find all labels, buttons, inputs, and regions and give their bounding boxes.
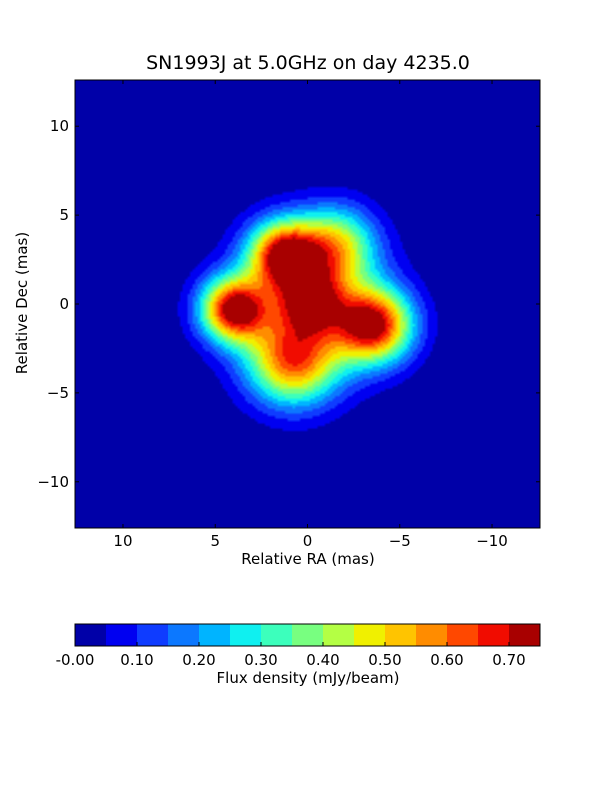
x-tick-label: 5 [210, 532, 220, 550]
colorbar-tick-label: 0.60 [430, 651, 463, 669]
colorbar-segment [199, 624, 231, 646]
colorbar-segment [106, 624, 138, 646]
colorbar-segment [230, 624, 262, 646]
colorbar-segment [137, 624, 169, 646]
x-tick-label: −10 [476, 532, 508, 550]
x-axis-label: Relative RA (mas) [241, 550, 374, 568]
y-tick-label: −10 [37, 473, 69, 491]
colorbar-segment [323, 624, 355, 646]
plot-area: 10 5 0 −5 −10 10 5 0 −5 −10 [37, 79, 541, 550]
colorbar-segment [447, 624, 479, 646]
x-tick-label: 10 [113, 532, 132, 550]
y-axis-label: Relative Dec (mas) [13, 232, 31, 374]
colorbar-tick-label: 0.50 [368, 651, 401, 669]
y-tick-label: −5 [47, 384, 69, 402]
colorbar-frame [74, 623, 541, 647]
x-tick-label: 0 [303, 532, 313, 550]
colorbar-segment [509, 624, 541, 646]
y-tick-label: 0 [59, 295, 69, 313]
chart-title: SN1993J at 5.0GHz on day 4235.0 [146, 52, 470, 74]
colorbar-segment [385, 624, 417, 646]
colorbar-tick-label: 0.20 [182, 651, 215, 669]
colorbar: -0.00 0.10 0.20 0.30 0.40 0.50 0.60 0.70 [56, 623, 541, 669]
colorbar-tick-label: 0.70 [492, 651, 525, 669]
colorbar-segment [168, 624, 200, 646]
flux-density-map [75, 80, 540, 528]
x-tick-label: −5 [389, 532, 411, 550]
y-tick-label: 5 [59, 206, 69, 224]
colorbar-tick-label: 0.40 [306, 651, 339, 669]
colorbar-label: Flux density (mJy/beam) [217, 669, 400, 687]
colorbar-tick-label: 0.30 [244, 651, 277, 669]
colorbar-segment [75, 624, 107, 646]
colorbar-segment [478, 624, 510, 646]
colorbar-segment [416, 624, 448, 646]
colorbar-segment [292, 624, 324, 646]
colorbar-segment [261, 624, 293, 646]
colorbar-tick-label: 0.10 [120, 651, 153, 669]
colorbar-segment [354, 624, 386, 646]
y-tick-label: 10 [50, 117, 69, 135]
colorbar-tick-label: -0.00 [56, 651, 95, 669]
